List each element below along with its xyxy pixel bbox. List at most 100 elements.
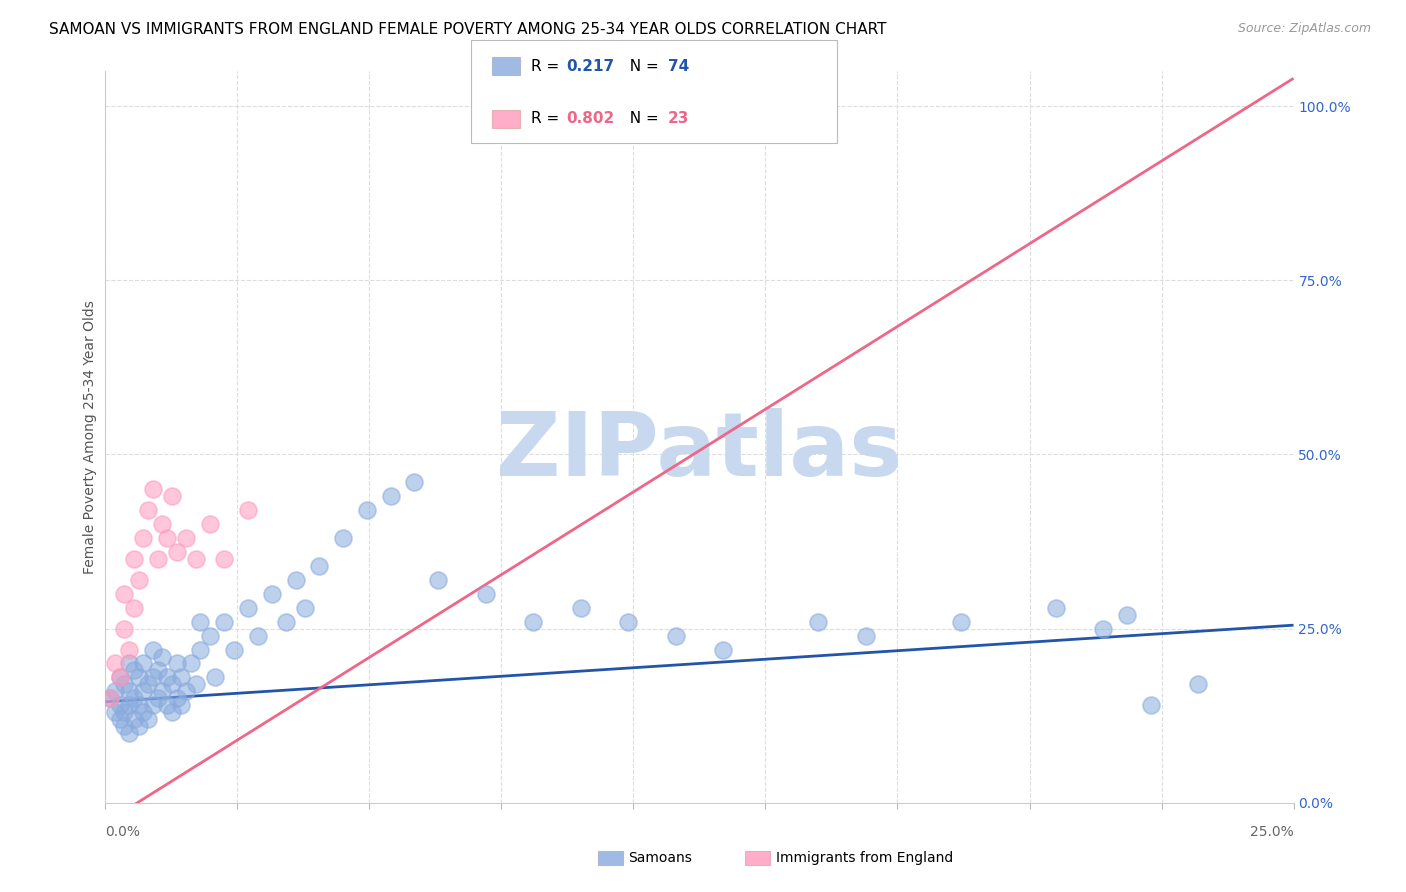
Point [204, 670, 226, 684]
Text: N =: N = [620, 112, 664, 126]
Point [308, 558, 330, 573]
Point [184, 552, 207, 566]
Point [136, 503, 159, 517]
Text: N =: N = [620, 59, 664, 73]
Point [114, 719, 136, 733]
Point [122, 600, 145, 615]
Point [142, 642, 165, 657]
Point [380, 489, 402, 503]
Point [332, 531, 354, 545]
Point [152, 684, 174, 698]
Text: 23: 23 [668, 112, 689, 126]
Text: R =: R = [531, 112, 565, 126]
Point [136, 677, 159, 691]
Point [118, 642, 141, 657]
Point [855, 629, 877, 643]
Point [1140, 698, 1163, 713]
Point [160, 705, 183, 719]
Point [128, 573, 150, 587]
Point [132, 705, 155, 719]
Point [114, 705, 136, 719]
Point [118, 684, 141, 698]
Point [170, 698, 193, 713]
Point [711, 642, 734, 657]
Text: 25.0%: 25.0% [1250, 825, 1294, 839]
Point [198, 517, 221, 532]
Text: Source: ZipAtlas.com: Source: ZipAtlas.com [1237, 22, 1371, 36]
Text: 0.0%: 0.0% [105, 825, 141, 839]
Y-axis label: Female Poverty Among 25-34 Year Olds: Female Poverty Among 25-34 Year Olds [83, 300, 97, 574]
Text: Samoans: Samoans [628, 851, 692, 865]
Point [174, 531, 197, 545]
Point [104, 657, 127, 671]
Point [222, 642, 245, 657]
Point [1187, 677, 1209, 691]
Point [522, 615, 544, 629]
Point [170, 670, 193, 684]
Point [236, 600, 259, 615]
Point [108, 670, 131, 684]
Point [284, 573, 307, 587]
Point [246, 629, 269, 643]
Point [174, 684, 197, 698]
Point [236, 503, 259, 517]
Point [166, 691, 188, 706]
Point [142, 483, 165, 497]
Point [427, 573, 450, 587]
Point [156, 670, 179, 684]
Point [118, 657, 141, 671]
Point [108, 698, 131, 713]
Text: 0.217: 0.217 [567, 59, 614, 73]
Text: 74: 74 [668, 59, 689, 73]
Point [114, 622, 136, 636]
Point [128, 670, 150, 684]
Point [132, 657, 155, 671]
Point [146, 691, 169, 706]
Point [122, 712, 145, 726]
Point [180, 657, 202, 671]
Point [356, 503, 378, 517]
Point [132, 684, 155, 698]
Point [122, 552, 145, 566]
Point [122, 664, 145, 678]
Point [166, 545, 188, 559]
Point [114, 677, 136, 691]
Point [160, 677, 183, 691]
Point [128, 698, 150, 713]
Point [260, 587, 283, 601]
Point [198, 629, 221, 643]
Text: 0.802: 0.802 [567, 112, 614, 126]
Point [156, 531, 179, 545]
Point [474, 587, 496, 601]
Point [114, 587, 136, 601]
Text: Immigrants from England: Immigrants from England [776, 851, 953, 865]
Point [274, 615, 297, 629]
Point [108, 670, 131, 684]
Point [160, 489, 183, 503]
Point [404, 475, 426, 490]
Point [152, 517, 174, 532]
Point [1092, 622, 1115, 636]
Point [665, 629, 688, 643]
Point [190, 615, 212, 629]
Point [807, 615, 830, 629]
Point [122, 691, 145, 706]
Point [156, 698, 179, 713]
Point [136, 712, 159, 726]
Point [214, 552, 236, 566]
Point [128, 719, 150, 733]
Point [98, 691, 121, 706]
Text: ZIPatlas: ZIPatlas [496, 409, 903, 495]
Point [1045, 600, 1067, 615]
Point [132, 531, 155, 545]
Point [118, 698, 141, 713]
Point [214, 615, 236, 629]
Point [184, 677, 207, 691]
Point [569, 600, 592, 615]
Point [104, 684, 127, 698]
Text: SAMOAN VS IMMIGRANTS FROM ENGLAND FEMALE POVERTY AMONG 25-34 YEAR OLDS CORRELATI: SAMOAN VS IMMIGRANTS FROM ENGLAND FEMALE… [49, 22, 887, 37]
Point [190, 642, 212, 657]
Point [142, 698, 165, 713]
Point [617, 615, 640, 629]
Point [152, 649, 174, 664]
